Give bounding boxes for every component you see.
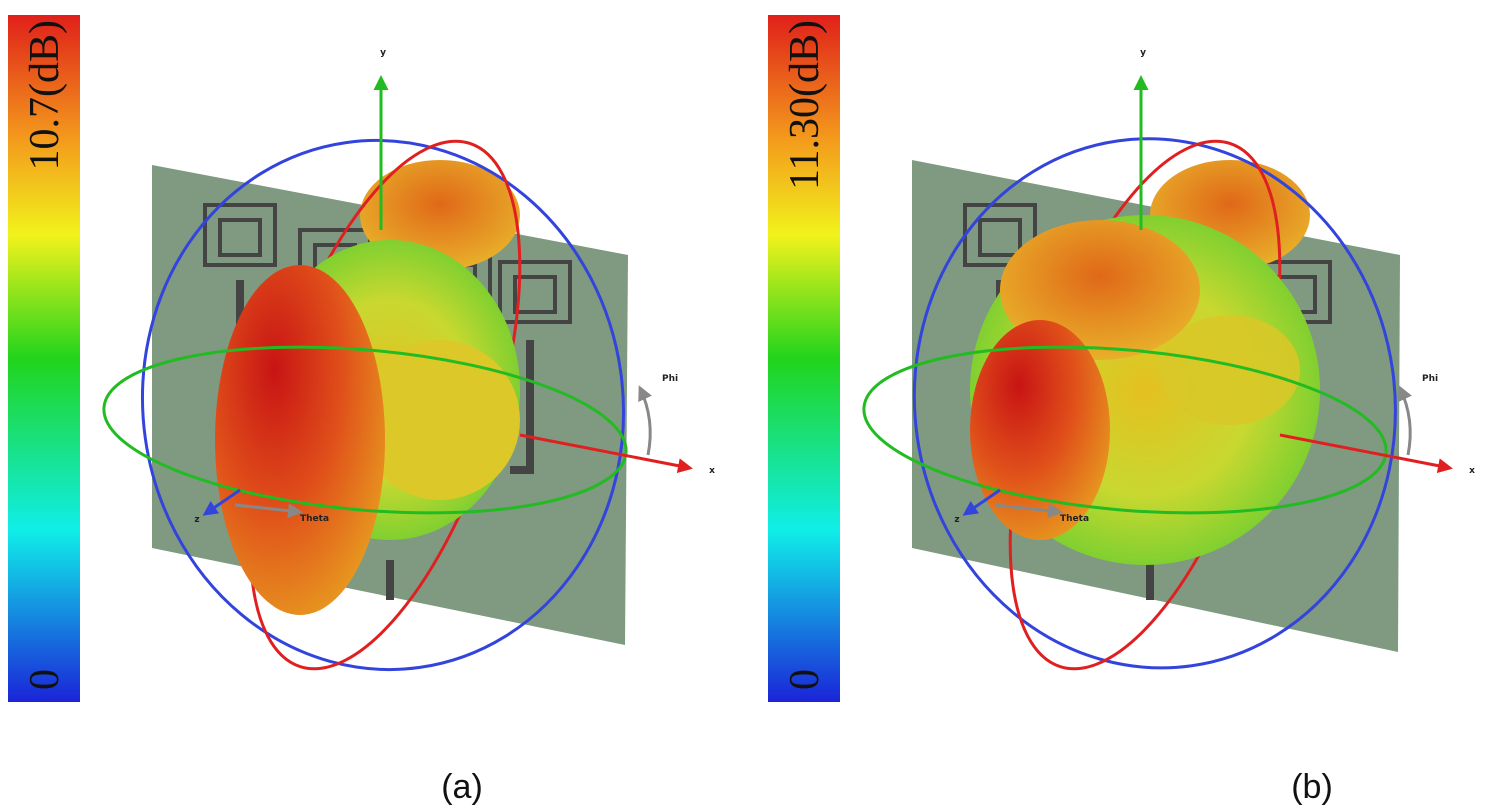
colorbar-min-label: 0 — [22, 669, 68, 690]
z-axis-label: z — [954, 515, 959, 525]
phi-label: Phi — [1422, 374, 1438, 384]
blue-ring — [912, 137, 1397, 670]
x-axis — [519, 433, 693, 474]
theta-arrow — [234, 503, 303, 519]
antenna-element — [498, 260, 572, 324]
theta-label: Theta — [300, 514, 329, 524]
theta-arrow — [994, 503, 1063, 519]
colorbar — [8, 15, 80, 702]
pattern-lobe — [1160, 315, 1300, 425]
caption: (a) — [441, 768, 483, 806]
antenna-element — [513, 275, 557, 314]
pattern-lobe — [215, 265, 385, 615]
panel: 11.30(dB) 0 y x z Theta Phi (b) — [768, 15, 1475, 806]
pattern-lobe — [970, 320, 1110, 540]
phi-arrow — [638, 385, 652, 456]
phi-label: Phi — [662, 374, 678, 384]
z-axis — [962, 488, 1001, 516]
antenna-element — [978, 218, 1022, 257]
z-axis — [202, 488, 241, 516]
y-axis-label: y — [1140, 48, 1146, 58]
x-axis-label: x — [1469, 466, 1475, 476]
green-ring — [862, 345, 1388, 515]
theta-label: Theta — [1060, 514, 1089, 524]
pattern-lobe — [360, 340, 520, 500]
blue-ring — [140, 138, 626, 672]
x-axis-label: x — [709, 466, 715, 476]
green-ring — [102, 345, 628, 515]
panel: 10.7(dB) 0 y x z Theta Phi (a) — [8, 15, 715, 806]
colorbar-max-label: 11.30(dB) — [782, 20, 828, 190]
y-axis-label: y — [380, 48, 386, 58]
x-axis — [1279, 433, 1453, 474]
phi-arrow — [1398, 385, 1412, 456]
colorbar-min-label: 0 — [782, 669, 828, 690]
caption: (b) — [1291, 768, 1333, 806]
colorbar — [768, 15, 840, 702]
z-axis-label: z — [194, 515, 199, 525]
colorbar-max-label: 10.7(dB) — [22, 20, 68, 171]
antenna-element — [218, 218, 262, 257]
antenna-element — [203, 203, 277, 267]
